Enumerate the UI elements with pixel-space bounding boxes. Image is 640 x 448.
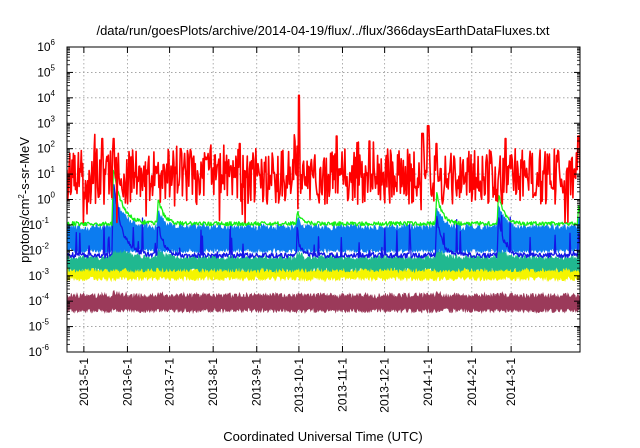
x-tick-label: 2013-12-1 (378, 358, 392, 413)
x-tick-label: 2014-1-1 (421, 358, 435, 406)
y-tick-exponent: -5 (42, 318, 50, 327)
y-tick-label: 103 (37, 114, 55, 130)
y-tick-exponent: -4 (42, 292, 50, 301)
y-axis-label-main: protons/cm (17, 199, 32, 263)
y-tick-label: 100 (37, 191, 55, 207)
x-tick-label: 2013-9-1 (250, 358, 264, 406)
y-tick-label: 10-6 (29, 343, 50, 359)
y-tick-label: 10-5 (29, 318, 50, 334)
x-tick-label: 2013-6-1 (120, 358, 134, 406)
y-tick-exponent: -6 (42, 343, 50, 352)
y-tick-exponent: 3 (51, 114, 56, 123)
y-tick-base: 10 (37, 142, 51, 156)
y-tick-exponent: 5 (51, 63, 56, 72)
y-tick-base: 10 (37, 65, 51, 79)
y-tick-label: 101 (37, 165, 55, 181)
y-tick-label: 10-3 (29, 267, 50, 283)
y-tick-base: 10 (29, 294, 43, 308)
y-tick-exponent: 4 (51, 89, 56, 98)
y-tick-base: 10 (37, 40, 51, 54)
y-tick-exponent: 0 (51, 191, 56, 200)
y-tick-label: 105 (37, 63, 55, 79)
y-tick-label: 10-1 (29, 216, 50, 232)
y-tick-label: 104 (37, 89, 55, 105)
y-tick-exponent: -2 (42, 241, 50, 250)
y-tick-labels: 10-610-510-410-310-210-11001011021031041… (29, 38, 56, 359)
series-band-2 (67, 237, 580, 274)
x-tick-label: 2013-8-1 (206, 358, 220, 406)
x-tick-labels: 2013-5-1 2013-6-1 2013-7-1 2013-8-1 2013-9-1… (77, 358, 518, 413)
y-tick-base: 10 (29, 269, 43, 283)
series-line-5 (67, 169, 580, 227)
y-tick-base: 10 (37, 167, 51, 181)
series-band-0 (67, 290, 580, 315)
data-series (67, 94, 580, 315)
x-tick-label: 2013-5-1 (77, 358, 91, 406)
y-axis-label: protons/cm2-s-sr-MeV (17, 137, 32, 263)
y-tick-base: 10 (29, 243, 43, 257)
x-tick-label: 2013-10-1 (292, 358, 306, 413)
tick-marks (67, 46, 580, 353)
y-tick-exponent: -1 (42, 216, 50, 225)
x-tick-label: 2014-3-1 (504, 358, 518, 406)
y-tick-base: 10 (37, 116, 51, 130)
chart-title: /data/run/goesPlots/archive/2014-04-19/f… (96, 23, 549, 38)
y-tick-label: 102 (37, 140, 55, 156)
y-tick-exponent: -3 (42, 267, 50, 276)
y-tick-base: 10 (29, 320, 43, 334)
y-tick-base: 10 (29, 345, 43, 359)
y-tick-label: 106 (37, 38, 55, 54)
y-axis-label-sup: 2 (17, 194, 26, 199)
x-axis-label: Coordinated Universal Time (UTC) (223, 429, 422, 444)
y-tick-label: 10-4 (29, 292, 50, 308)
y-tick-exponent: 6 (51, 38, 56, 47)
x-tick-label: 2014-2-1 (465, 358, 479, 406)
y-tick-label: 10-2 (29, 241, 50, 257)
x-tick-label: 2013-11-1 (335, 358, 349, 412)
y-tick-base: 10 (37, 91, 51, 105)
y-tick-base: 10 (37, 193, 51, 207)
series-line-4 (67, 184, 580, 259)
x-tick-label: 2013-7-1 (163, 358, 177, 406)
y-tick-exponent: 1 (51, 165, 56, 174)
y-axis-label-unit: -s-sr-MeV (17, 137, 32, 194)
y-tick-base: 10 (29, 218, 43, 232)
y-tick-exponent: 2 (51, 140, 56, 149)
series-line-6 (67, 94, 580, 224)
